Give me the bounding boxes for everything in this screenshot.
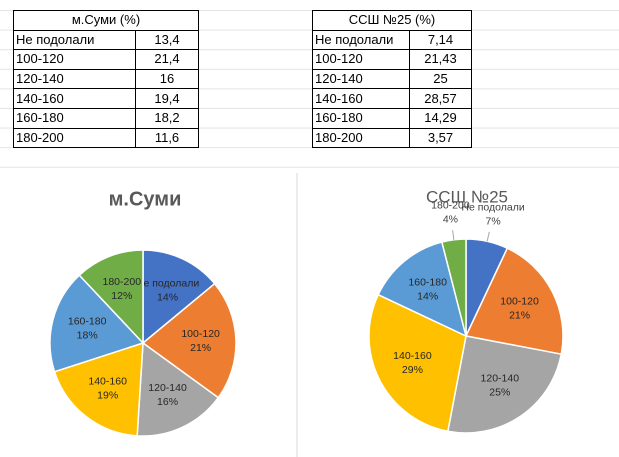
data-table: ССШ №25 (%) Не подолали 7,14 100-120 21,43 1… <box>312 10 472 149</box>
table-cell: 16 <box>135 68 199 90</box>
category-label: 140-160 <box>88 375 127 387</box>
category-label: 180-200 <box>431 200 470 212</box>
category-label: Не подолали <box>461 202 524 214</box>
category-label: 120-140 <box>481 373 520 385</box>
category-label: 180-200 <box>103 276 142 288</box>
charts: м.Суми Не подолали 14% 100-120 21% 120-140 16%… <box>0 173 619 457</box>
table-row: 100-120 21,4 <box>13 49 199 70</box>
data-label: 7% <box>485 216 500 228</box>
pie-slice <box>464 247 564 356</box>
table-row: 160-180 18,2 <box>13 107 199 129</box>
table-cell: 100-120 <box>13 49 136 70</box>
data-label: 19% <box>97 389 118 401</box>
data-label: 18% <box>77 329 98 341</box>
table-cell: 7,14 <box>409 29 472 51</box>
table-row: 180-200 11,6 <box>13 127 199 149</box>
data-label: 12% <box>111 290 132 302</box>
table-cell: 13,4 <box>135 29 199 51</box>
table-row: 140-160 28,57 <box>312 88 472 109</box>
pie-slice <box>78 249 144 345</box>
table-cell: 11,6 <box>135 127 199 149</box>
table-row: 180-200 3,57 <box>312 127 472 149</box>
table-cell: 100-120 <box>312 49 410 70</box>
chart-title: ССШ №25 <box>426 187 508 206</box>
pie-slice <box>141 282 237 399</box>
data-table: м.Суми (%) Не подолали 13,4 100-120 21,4 120… <box>13 10 199 149</box>
table-cell: 140-160 <box>312 88 410 109</box>
table-cell: 160-180 <box>13 107 136 129</box>
table-cell: 180-200 <box>13 127 136 149</box>
table-cell: 18,2 <box>135 107 199 129</box>
category-label: 160-180 <box>408 276 447 288</box>
data-label: 21% <box>190 342 211 354</box>
category-label: 160-180 <box>68 315 107 327</box>
category-label: 140-160 <box>393 350 432 362</box>
table-cell: 21,4 <box>135 49 199 70</box>
leader-line <box>452 230 455 240</box>
pie-slice <box>49 274 145 373</box>
table-row: 140-160 19,4 <box>13 88 199 109</box>
table-cell: Не подолали <box>312 29 410 51</box>
data-label: 21% <box>509 309 530 321</box>
pie-slice <box>377 241 468 338</box>
pie-slice <box>53 341 144 437</box>
table-cell: 120-140 <box>13 68 136 90</box>
category-label: Не подолали <box>136 278 199 290</box>
table-row: 120-140 25 <box>312 68 472 90</box>
pie-slice <box>142 249 216 345</box>
category-label: 100-120 <box>181 328 220 340</box>
leader-line <box>486 231 490 242</box>
table-cell: 14,29 <box>409 107 472 129</box>
data-label: 14% <box>417 290 438 302</box>
table-cell: Не подолали <box>13 29 136 51</box>
chart-title: м.Суми <box>109 188 182 210</box>
pie-slice <box>136 341 220 437</box>
pie-slice <box>446 335 563 434</box>
table-header: м.Суми (%) <box>13 10 199 31</box>
table-row: 100-120 21,43 <box>312 49 472 70</box>
table-cell: 120-140 <box>312 68 410 90</box>
table-row: Не подолали 13,4 <box>13 29 199 51</box>
table-cell: 25 <box>409 68 472 90</box>
data-label: 29% <box>402 364 423 376</box>
table-cell: 180-200 <box>312 127 410 149</box>
pie-slice <box>368 293 467 433</box>
table-row: Не подолали 7,14 <box>312 29 472 51</box>
table-row: 160-180 14,29 <box>312 107 472 129</box>
data-label: 4% <box>443 214 458 226</box>
table-cell: 19,4 <box>135 88 199 109</box>
data-label: 14% <box>157 292 178 304</box>
table-cell: 140-160 <box>13 88 136 109</box>
category-label: 120-140 <box>148 382 187 394</box>
table-cell: 21,43 <box>409 49 472 70</box>
table-cell: 28,57 <box>409 88 472 109</box>
table-cell: 160-180 <box>312 107 410 129</box>
data-label: 25% <box>489 387 510 399</box>
category-label: 100-120 <box>500 295 539 307</box>
table-cell: 3,57 <box>409 127 472 149</box>
data-label: 16% <box>157 396 178 408</box>
table-header: ССШ №25 (%) <box>312 10 472 31</box>
table-row: 120-140 16 <box>13 68 199 90</box>
